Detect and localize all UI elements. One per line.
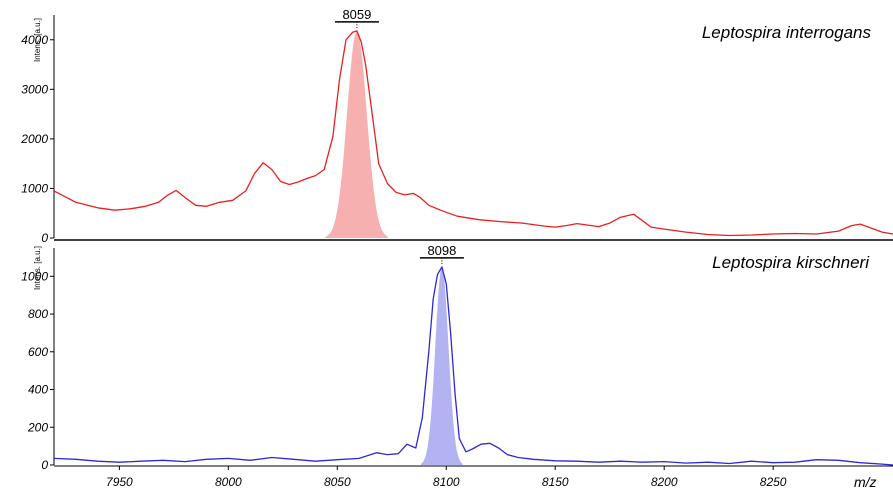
bottom-peak-label: 8098 bbox=[427, 243, 456, 258]
top-spectrum-line bbox=[53, 30, 893, 237]
bottom-species-title: Leptospira kirschneri bbox=[712, 253, 870, 272]
top-ytick-label: 2000 bbox=[20, 132, 48, 146]
bottom-ytick-label: 800 bbox=[28, 307, 48, 321]
bottom-ytick-label: 400 bbox=[28, 383, 48, 397]
top-ytick-label: 1000 bbox=[21, 181, 48, 195]
top-yaxis-label: Intens. [a.u.] bbox=[33, 18, 42, 62]
top-peak-area bbox=[325, 30, 389, 239]
xtick-label: 8000 bbox=[215, 475, 242, 489]
xtick-label: 7950 bbox=[106, 475, 133, 489]
top-ytick-label: 4000 bbox=[21, 33, 48, 47]
bottom-ytick-label: 200 bbox=[27, 420, 48, 434]
bottom-yaxis-label: Intens. [a.u.] bbox=[33, 246, 42, 290]
bottom-ytick-label: 0 bbox=[41, 458, 48, 472]
xtick-label: 8100 bbox=[433, 475, 460, 489]
bottom-peak-area bbox=[421, 267, 463, 465]
top-species-title: Leptospira interrogans bbox=[702, 23, 872, 42]
top-peak-label: 8059 bbox=[342, 7, 371, 22]
xtick-label: 8200 bbox=[651, 475, 678, 489]
top-ytick-label: 0 bbox=[41, 231, 48, 245]
top-spectrum-panel: Leptospira interrogans Intens. [a.u.] 0 1… bbox=[20, 7, 893, 245]
xtick-label: 8250 bbox=[760, 475, 787, 489]
bottom-spectrum-line bbox=[53, 266, 893, 466]
xtick-label: 8050 bbox=[324, 475, 351, 489]
bottom-ytick-label: 600 bbox=[28, 345, 48, 359]
top-ytick-label: 3000 bbox=[21, 82, 48, 96]
bottom-spectrum-panel: Leptospira kirschneri Intens. [a.u.] m/z… bbox=[21, 243, 893, 490]
xaxis-label: m/z bbox=[854, 474, 877, 490]
bottom-ytick-label: 1000 bbox=[21, 269, 48, 283]
xtick-label: 8150 bbox=[542, 475, 569, 489]
